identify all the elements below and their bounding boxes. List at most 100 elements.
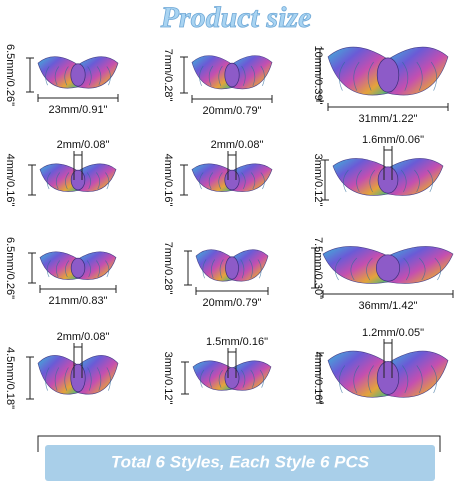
bead-body	[225, 256, 239, 280]
feather-line	[367, 61, 374, 91]
height-label: 4mm/0.16"	[4, 154, 16, 207]
feather-line	[200, 369, 205, 388]
feather-line	[260, 172, 265, 190]
feather-line	[87, 367, 92, 391]
feather-line	[241, 369, 246, 388]
hole-label: 2mm/0.08"	[211, 139, 264, 151]
feather-line	[209, 369, 214, 388]
feather-line	[402, 365, 409, 394]
wing	[327, 350, 389, 398]
wing	[231, 55, 273, 90]
wing	[77, 163, 117, 192]
feather-line	[65, 260, 70, 278]
wing	[39, 163, 79, 192]
feather-line	[366, 257, 373, 281]
wing	[191, 55, 233, 90]
height-marker	[28, 252, 36, 284]
bead-body	[224, 367, 240, 389]
wing	[231, 249, 269, 282]
height-label: 4.5mm/0.18"	[4, 347, 16, 409]
feather-line	[95, 260, 101, 278]
feather-line	[46, 172, 51, 190]
feather-line	[105, 172, 110, 190]
height-label: 7.5mm/0.30"	[312, 237, 324, 299]
feather-line	[430, 61, 437, 91]
height-marker	[316, 48, 324, 102]
height-marker	[180, 164, 188, 196]
width-marker	[37, 94, 119, 102]
feather-line	[400, 169, 407, 193]
feather-line	[46, 260, 51, 278]
feather-line	[250, 172, 256, 190]
page-title: Product size	[160, 1, 312, 34]
height-marker	[316, 352, 324, 404]
feather-line	[65, 172, 70, 190]
feather-line	[64, 367, 69, 391]
feather-line	[202, 259, 207, 279]
feather-line	[416, 61, 423, 91]
feather-line	[250, 369, 255, 388]
feather-line	[343, 169, 349, 193]
feather-line	[106, 367, 111, 391]
height-marker	[26, 356, 34, 400]
feather-line	[403, 257, 410, 281]
wing	[77, 355, 119, 395]
hole-marker	[73, 151, 83, 180]
feather-line	[64, 66, 69, 86]
hole-label: 1.5mm/0.16"	[206, 336, 268, 348]
height-marker	[180, 56, 188, 94]
hole-marker	[73, 343, 83, 378]
feather-line	[257, 259, 262, 279]
width-marker	[322, 290, 454, 298]
wing	[37, 355, 79, 395]
feather-line	[199, 172, 204, 190]
feather-line	[45, 367, 50, 391]
hole-marker	[227, 151, 237, 180]
width-marker	[39, 285, 117, 293]
feather-line	[248, 259, 253, 279]
hole-label: 2mm/0.08"	[57, 139, 110, 151]
bead-body	[224, 62, 240, 88]
height-label: 7mm/0.28"	[162, 242, 174, 295]
feather-line	[54, 66, 60, 86]
feather-line	[86, 172, 91, 190]
hole-label: 1.2mm/0.05"	[362, 327, 424, 339]
height-marker	[181, 361, 189, 395]
feather-line	[218, 172, 223, 190]
height-label: 3mm/0.12"	[312, 154, 324, 207]
feather-line	[434, 257, 442, 281]
feather-line	[54, 367, 60, 391]
feather-line	[353, 61, 360, 91]
feather-line	[87, 66, 92, 86]
feather-line	[55, 172, 61, 190]
wing	[77, 251, 117, 280]
feather-line	[259, 369, 264, 388]
footer-bracket	[37, 435, 441, 452]
feather-line	[86, 260, 91, 278]
wing	[332, 158, 389, 196]
feather-line	[208, 172, 214, 190]
height-marker	[184, 250, 192, 286]
wing	[327, 46, 389, 96]
width-marker	[195, 287, 269, 295]
feather-line	[350, 257, 358, 281]
feather-line	[367, 365, 374, 394]
height-label: 10mm/0.39"	[312, 46, 324, 105]
wing	[387, 350, 449, 398]
feather-line	[353, 365, 360, 394]
hole-label: 2mm/0.08"	[57, 331, 110, 343]
bead-body	[70, 257, 86, 279]
hole-marker	[383, 339, 393, 378]
bead-body	[376, 57, 400, 93]
feather-line	[95, 172, 101, 190]
feather-line	[430, 365, 437, 394]
wing	[387, 46, 449, 96]
height-label: 7mm/0.28"	[162, 49, 174, 102]
footer-text: Total 6 Styles, Each Style 6 PCS	[111, 452, 370, 471]
feather-line	[208, 65, 214, 86]
wing	[191, 163, 233, 192]
bead-body	[70, 169, 86, 191]
hole-marker	[227, 348, 237, 378]
width-marker	[327, 103, 449, 111]
